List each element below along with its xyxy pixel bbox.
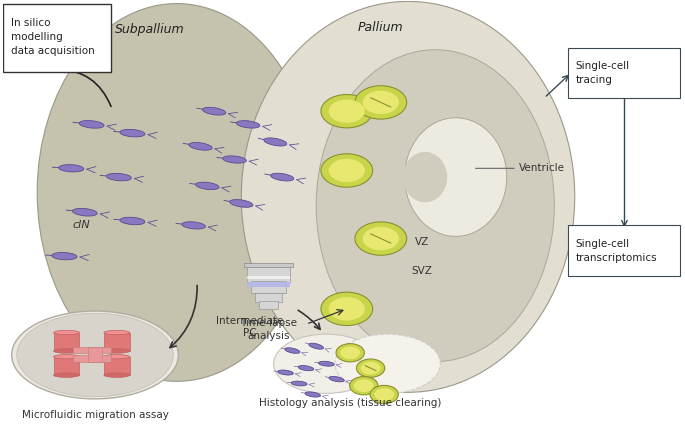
Ellipse shape	[305, 392, 321, 397]
Ellipse shape	[53, 373, 79, 377]
Ellipse shape	[182, 222, 206, 229]
FancyBboxPatch shape	[3, 4, 111, 72]
Bar	[247, 266, 290, 282]
Ellipse shape	[298, 366, 314, 371]
Ellipse shape	[104, 354, 129, 359]
Circle shape	[321, 154, 373, 187]
Text: Ventricle: Ventricle	[519, 163, 565, 173]
Ellipse shape	[285, 348, 300, 353]
Ellipse shape	[104, 373, 129, 377]
Text: Single-cell
tracing: Single-cell tracing	[575, 61, 630, 85]
Ellipse shape	[316, 50, 554, 362]
Ellipse shape	[319, 361, 334, 366]
Circle shape	[374, 388, 394, 401]
Ellipse shape	[37, 4, 316, 381]
Circle shape	[370, 385, 399, 404]
Ellipse shape	[53, 330, 79, 335]
Ellipse shape	[273, 334, 379, 393]
Ellipse shape	[236, 121, 260, 128]
Ellipse shape	[120, 130, 145, 137]
Circle shape	[321, 95, 373, 128]
Bar	[53, 357, 79, 375]
Text: Subpallium: Subpallium	[114, 23, 184, 36]
Bar	[104, 332, 129, 351]
Ellipse shape	[12, 311, 178, 399]
Bar	[73, 355, 111, 362]
Ellipse shape	[52, 252, 77, 260]
Ellipse shape	[264, 138, 287, 146]
Ellipse shape	[309, 343, 323, 349]
Ellipse shape	[195, 182, 219, 190]
Bar	[259, 301, 278, 309]
Circle shape	[340, 347, 360, 359]
Text: VZ: VZ	[414, 237, 429, 247]
Text: Time-lapse
analysis: Time-lapse analysis	[240, 318, 297, 341]
Circle shape	[355, 222, 407, 255]
Bar	[104, 357, 129, 375]
Ellipse shape	[223, 156, 247, 163]
Ellipse shape	[53, 354, 79, 359]
Circle shape	[329, 297, 365, 320]
Ellipse shape	[203, 107, 226, 115]
Ellipse shape	[73, 208, 97, 216]
Bar	[247, 282, 290, 287]
Circle shape	[329, 159, 365, 182]
Ellipse shape	[241, 1, 575, 392]
Ellipse shape	[291, 381, 307, 386]
Text: SVZ: SVZ	[411, 266, 432, 276]
Circle shape	[354, 379, 374, 392]
Ellipse shape	[79, 121, 104, 128]
Circle shape	[363, 91, 399, 114]
Bar	[251, 281, 286, 293]
Circle shape	[361, 362, 380, 374]
Ellipse shape	[189, 142, 212, 150]
Circle shape	[363, 227, 399, 250]
Ellipse shape	[277, 370, 293, 375]
Text: Single-cell
transcriptomics: Single-cell transcriptomics	[575, 239, 657, 263]
Bar	[247, 276, 290, 278]
Bar	[244, 263, 293, 267]
Ellipse shape	[59, 164, 84, 172]
Ellipse shape	[53, 349, 79, 353]
Circle shape	[336, 343, 364, 362]
Bar	[255, 293, 282, 302]
Text: Pallium: Pallium	[358, 21, 403, 34]
FancyBboxPatch shape	[568, 225, 680, 276]
Text: Microfluidic migration assay: Microfluidic migration assay	[22, 410, 169, 420]
Circle shape	[321, 292, 373, 326]
Ellipse shape	[120, 217, 145, 225]
Circle shape	[356, 359, 385, 377]
Ellipse shape	[271, 173, 294, 181]
Ellipse shape	[405, 118, 507, 236]
Text: cIN: cIN	[73, 221, 90, 230]
Ellipse shape	[229, 200, 253, 207]
Bar	[73, 347, 111, 353]
Bar	[88, 347, 102, 362]
Ellipse shape	[104, 330, 129, 335]
Circle shape	[349, 377, 378, 395]
Bar	[53, 332, 79, 351]
Text: Intermediate
PC: Intermediate PC	[216, 316, 284, 339]
Ellipse shape	[106, 173, 132, 181]
Text: In silico
modelling
data acquisition: In silico modelling data acquisition	[12, 19, 95, 57]
Ellipse shape	[335, 334, 440, 393]
Circle shape	[355, 86, 407, 119]
Text: Histology analysis (tissue clearing): Histology analysis (tissue clearing)	[259, 398, 441, 408]
Circle shape	[329, 99, 365, 123]
Ellipse shape	[403, 152, 447, 202]
Ellipse shape	[16, 313, 173, 396]
FancyBboxPatch shape	[568, 47, 680, 98]
Ellipse shape	[104, 349, 129, 353]
Ellipse shape	[329, 377, 345, 382]
